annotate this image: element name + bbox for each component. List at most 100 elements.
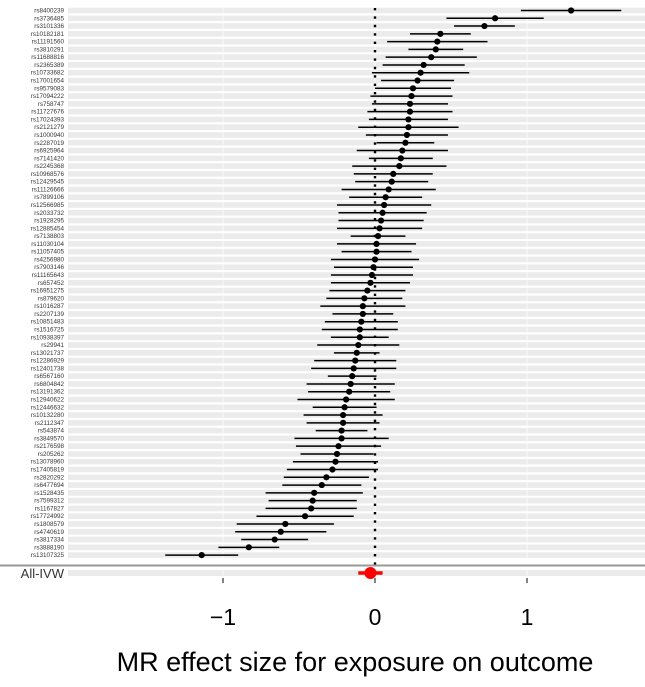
snp-label: rs11191560 — [32, 39, 65, 46]
snp-label: rs10182181 — [31, 31, 65, 38]
snp-point — [350, 365, 357, 372]
snp-point — [356, 326, 363, 333]
snp-point — [338, 435, 345, 442]
snp-point — [414, 77, 421, 84]
snp-point — [370, 264, 377, 271]
snp-point — [420, 61, 427, 69]
snp-label: rs6925964 — [34, 148, 64, 155]
snp-label: rs12401738 — [31, 365, 65, 372]
snp-point — [329, 466, 336, 473]
snp-point — [409, 85, 417, 92]
snp-point — [323, 474, 330, 481]
snp-point — [403, 131, 411, 139]
snp-label: rs2176598 — [34, 443, 64, 450]
snp-point — [352, 357, 359, 364]
snp-label: rs2287019 — [34, 140, 64, 147]
snp-label: rs10733682 — [31, 70, 65, 77]
snp-point — [318, 481, 325, 489]
snp-label: rs2121279 — [34, 124, 64, 131]
snp-label: rs12429545 — [31, 179, 65, 186]
snp-label: rs4256980 — [34, 256, 64, 263]
snp-label: rs13107325 — [31, 552, 65, 559]
snp-point — [397, 155, 404, 162]
snp-point — [377, 217, 385, 224]
snp-label: rs13021737 — [31, 350, 65, 357]
snp-point — [308, 505, 315, 512]
snp-label: rs879620 — [38, 295, 65, 302]
snp-label: rs3888190 — [34, 544, 64, 551]
snp-label: rs7899106 — [34, 194, 64, 201]
snp-label: rs12446632 — [31, 404, 65, 411]
snp-point — [359, 310, 366, 318]
snp-point — [390, 170, 397, 177]
snp-label: rs205262 — [38, 451, 65, 458]
snp-point — [417, 69, 424, 76]
snp-label: rs11688816 — [31, 54, 64, 61]
snp-label: rs2245368 — [34, 163, 64, 170]
snp-label: rs17001654 — [31, 78, 65, 85]
snp-point — [358, 318, 365, 325]
row-stripe — [68, 62, 645, 68]
snp-point — [481, 22, 488, 30]
snp-point — [332, 458, 339, 465]
snp-label: rs29941 — [41, 342, 64, 349]
snp-label: rs12940622 — [31, 397, 65, 404]
row-stripe — [68, 528, 645, 535]
snp-label: rs12286929 — [31, 358, 65, 365]
snp-label: rs543874 — [38, 428, 65, 435]
snp-point — [373, 248, 380, 255]
snp-point — [282, 520, 289, 528]
snp-point — [388, 178, 395, 185]
snp-point — [245, 544, 252, 551]
snp-point — [356, 334, 363, 341]
snp-point — [396, 163, 403, 170]
row-stripe — [68, 544, 645, 551]
snp-label: rs2365389 — [34, 62, 64, 69]
row-stripe — [68, 108, 645, 115]
snp-point — [277, 528, 284, 535]
row-stripe — [68, 46, 645, 53]
row-stripe — [68, 570, 645, 576]
snp-point — [359, 303, 366, 310]
snp-label: rs11030104 — [31, 241, 64, 248]
snp-point — [349, 373, 356, 380]
snp-label: rs2112347 — [35, 420, 65, 427]
snp-point — [346, 388, 353, 395]
snp-label: rs11727676 — [31, 109, 64, 116]
snp-label: rs657452 — [38, 280, 65, 287]
snp-point — [339, 419, 347, 426]
row-stripe — [68, 552, 645, 558]
snp-label: rs7903146 — [34, 264, 64, 271]
row-stripe — [68, 147, 645, 154]
row-stripe — [68, 38, 645, 45]
snp-label: rs7599312 — [34, 498, 64, 505]
x-tick-label: 0 — [369, 604, 382, 630]
snp-label: rs1000940 — [34, 132, 64, 139]
snp-point — [271, 536, 278, 543]
snp-label: rs4740619 — [34, 529, 64, 536]
row-stripe — [68, 521, 645, 527]
snp-point — [376, 225, 383, 232]
snp-label: rs13191362 — [31, 389, 65, 396]
snp-point — [361, 295, 368, 302]
row-stripe — [68, 101, 645, 107]
row-stripe — [68, 31, 645, 37]
x-tick-label: 1 — [521, 604, 534, 630]
snp-point — [432, 46, 439, 53]
snp-label: rs17724992 — [31, 513, 65, 520]
snp-label: rs11126666 — [32, 186, 65, 193]
snp-label: rs3736485 — [34, 15, 64, 22]
row-stripe — [68, 69, 645, 76]
summary-label: All-IVW — [21, 566, 65, 581]
snp-point — [567, 7, 575, 14]
snp-point — [437, 30, 444, 37]
row-stripe — [68, 7, 645, 14]
snp-point — [381, 201, 388, 209]
snp-point — [341, 404, 348, 411]
snp-point — [491, 15, 499, 22]
snp-label: rs2207139 — [34, 311, 64, 318]
snp-point — [374, 233, 382, 240]
snp-label: rs17405819 — [31, 467, 65, 474]
snp-point — [405, 124, 412, 131]
